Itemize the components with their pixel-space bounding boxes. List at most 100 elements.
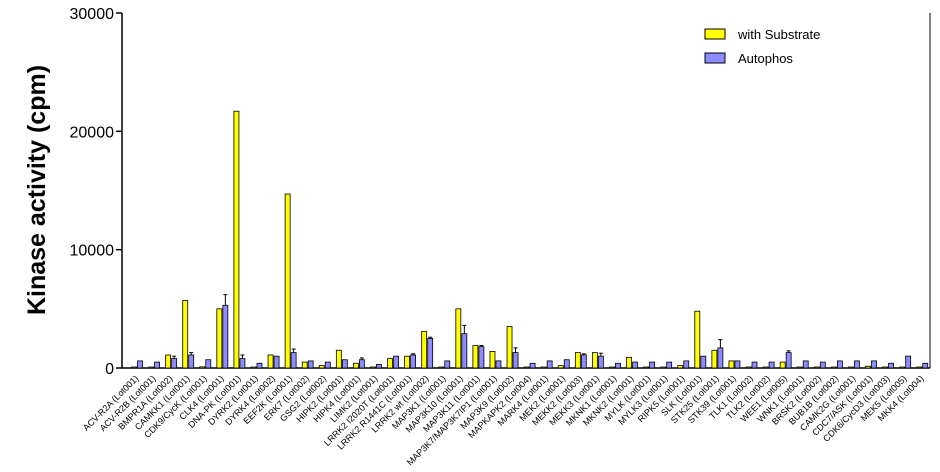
bar-substrate: [148, 366, 154, 369]
bar-substrate: [694, 310, 701, 369]
bar-substrate: [455, 308, 462, 369]
bar-autophos: [546, 360, 553, 369]
bar-autophos: [632, 361, 638, 369]
bar-substrate: [353, 362, 359, 369]
bar-substrate: [540, 366, 547, 369]
bar-substrate: [711, 349, 718, 369]
bar-substrate: [830, 366, 837, 369]
bar-substrate: [882, 366, 888, 369]
bar-substrate: [404, 355, 411, 369]
bar-substrate: [813, 366, 820, 369]
bar-substrate: [387, 358, 393, 369]
bar-autophos: [785, 352, 792, 369]
y-tick-label: 20000: [70, 124, 115, 141]
bar-substrate: [131, 366, 137, 369]
legend: with Substrate Autophos: [704, 27, 820, 66]
bar-substrate: [574, 352, 581, 369]
bar-autophos: [461, 333, 468, 369]
legend-swatch-substrate: [704, 28, 726, 40]
legend-label-autophos: Autophos: [738, 51, 793, 66]
bar-autophos: [256, 362, 263, 369]
bar-autophos: [307, 360, 314, 369]
bar-substrate: [233, 110, 240, 369]
bar-autophos: [580, 354, 587, 369]
bar-autophos: [615, 362, 621, 369]
bar-autophos: [529, 362, 536, 369]
bar-autophos: [393, 355, 399, 369]
bar-substrate: [335, 349, 342, 369]
bar-autophos: [495, 360, 502, 369]
bar-substrate: [626, 356, 632, 369]
bar-autophos: [700, 355, 707, 369]
bar-autophos: [324, 361, 331, 369]
axes: 0 10000 20000 30000: [70, 6, 931, 378]
bar-substrate: [267, 354, 274, 369]
bar-substrate: [301, 361, 308, 369]
bar-substrate: [609, 366, 615, 369]
x-tick-labels: ACV-R2A (Lot001)ACV-R2B (Lot001)BMPR1A (…: [81, 373, 926, 467]
bar-autophos: [649, 361, 655, 369]
bar-substrate: [182, 300, 189, 369]
bar-substrate: [796, 366, 803, 369]
bar-autophos: [734, 360, 741, 369]
bar-autophos: [666, 361, 673, 369]
bar-substrate: [779, 361, 786, 369]
bar-substrate: [865, 365, 871, 369]
bar-substrate: [728, 360, 735, 369]
bar-substrate: [284, 193, 291, 369]
bar-substrate: [660, 366, 667, 369]
bar-autophos: [717, 347, 724, 369]
bar-autophos: [751, 361, 758, 369]
bar-substrate: [438, 366, 445, 369]
bar-autophos: [888, 362, 894, 369]
bar-autophos: [922, 362, 929, 369]
legend-swatch-autophos: [704, 52, 726, 64]
bar-autophos: [597, 355, 604, 369]
bar-autophos: [410, 354, 417, 369]
bar-substrate: [677, 365, 684, 369]
bar-substrate: [557, 365, 564, 369]
bar-autophos: [854, 360, 860, 369]
bar-autophos: [512, 352, 519, 369]
bar-autophos: [802, 360, 809, 369]
bar-autophos: [188, 354, 195, 369]
bar-substrate: [216, 308, 223, 369]
bar-substrate: [318, 365, 325, 369]
legend-label-substrate: with Substrate: [737, 27, 820, 42]
bar-substrate: [591, 352, 598, 369]
bar-autophos: [427, 338, 434, 369]
bar-autophos: [819, 361, 826, 369]
bar-substrate: [370, 366, 376, 369]
bar-substrate: [165, 354, 172, 369]
bar-substrate: [250, 366, 257, 369]
bar-substrate: [199, 366, 206, 369]
bar-autophos: [239, 358, 246, 369]
bar-substrate: [848, 366, 854, 369]
bar-substrate: [899, 366, 906, 369]
bar-autophos: [905, 355, 912, 369]
y-tick-label: 30000: [70, 6, 115, 23]
bar-autophos: [376, 364, 382, 369]
bar-autophos: [273, 355, 280, 369]
bars: [131, 110, 929, 369]
bar-autophos: [836, 360, 843, 369]
bar-substrate: [506, 326, 513, 369]
bar-autophos: [359, 359, 365, 369]
bar-substrate: [762, 366, 769, 369]
bar-substrate: [643, 366, 649, 369]
bar-autophos: [563, 359, 570, 369]
bar-autophos: [205, 359, 212, 369]
bar-autophos: [290, 352, 297, 369]
bar-autophos: [768, 361, 775, 369]
bar-autophos: [341, 359, 348, 369]
bar-autophos: [871, 360, 877, 369]
bar-substrate: [472, 345, 479, 369]
y-tick-label: 0: [105, 361, 114, 378]
bar-autophos: [137, 360, 143, 369]
bar-autophos: [683, 360, 690, 369]
y-axis-label: Kinase activity (cpm): [23, 65, 51, 315]
bar-substrate: [523, 366, 530, 369]
bar-autophos: [444, 360, 451, 369]
y-tick-label: 10000: [70, 243, 115, 260]
